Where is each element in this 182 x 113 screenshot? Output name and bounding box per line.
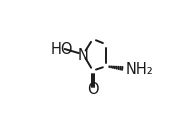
- Text: N: N: [78, 47, 89, 62]
- Text: HO: HO: [51, 41, 73, 56]
- Text: O: O: [87, 81, 99, 96]
- Text: NH₂: NH₂: [126, 62, 153, 77]
